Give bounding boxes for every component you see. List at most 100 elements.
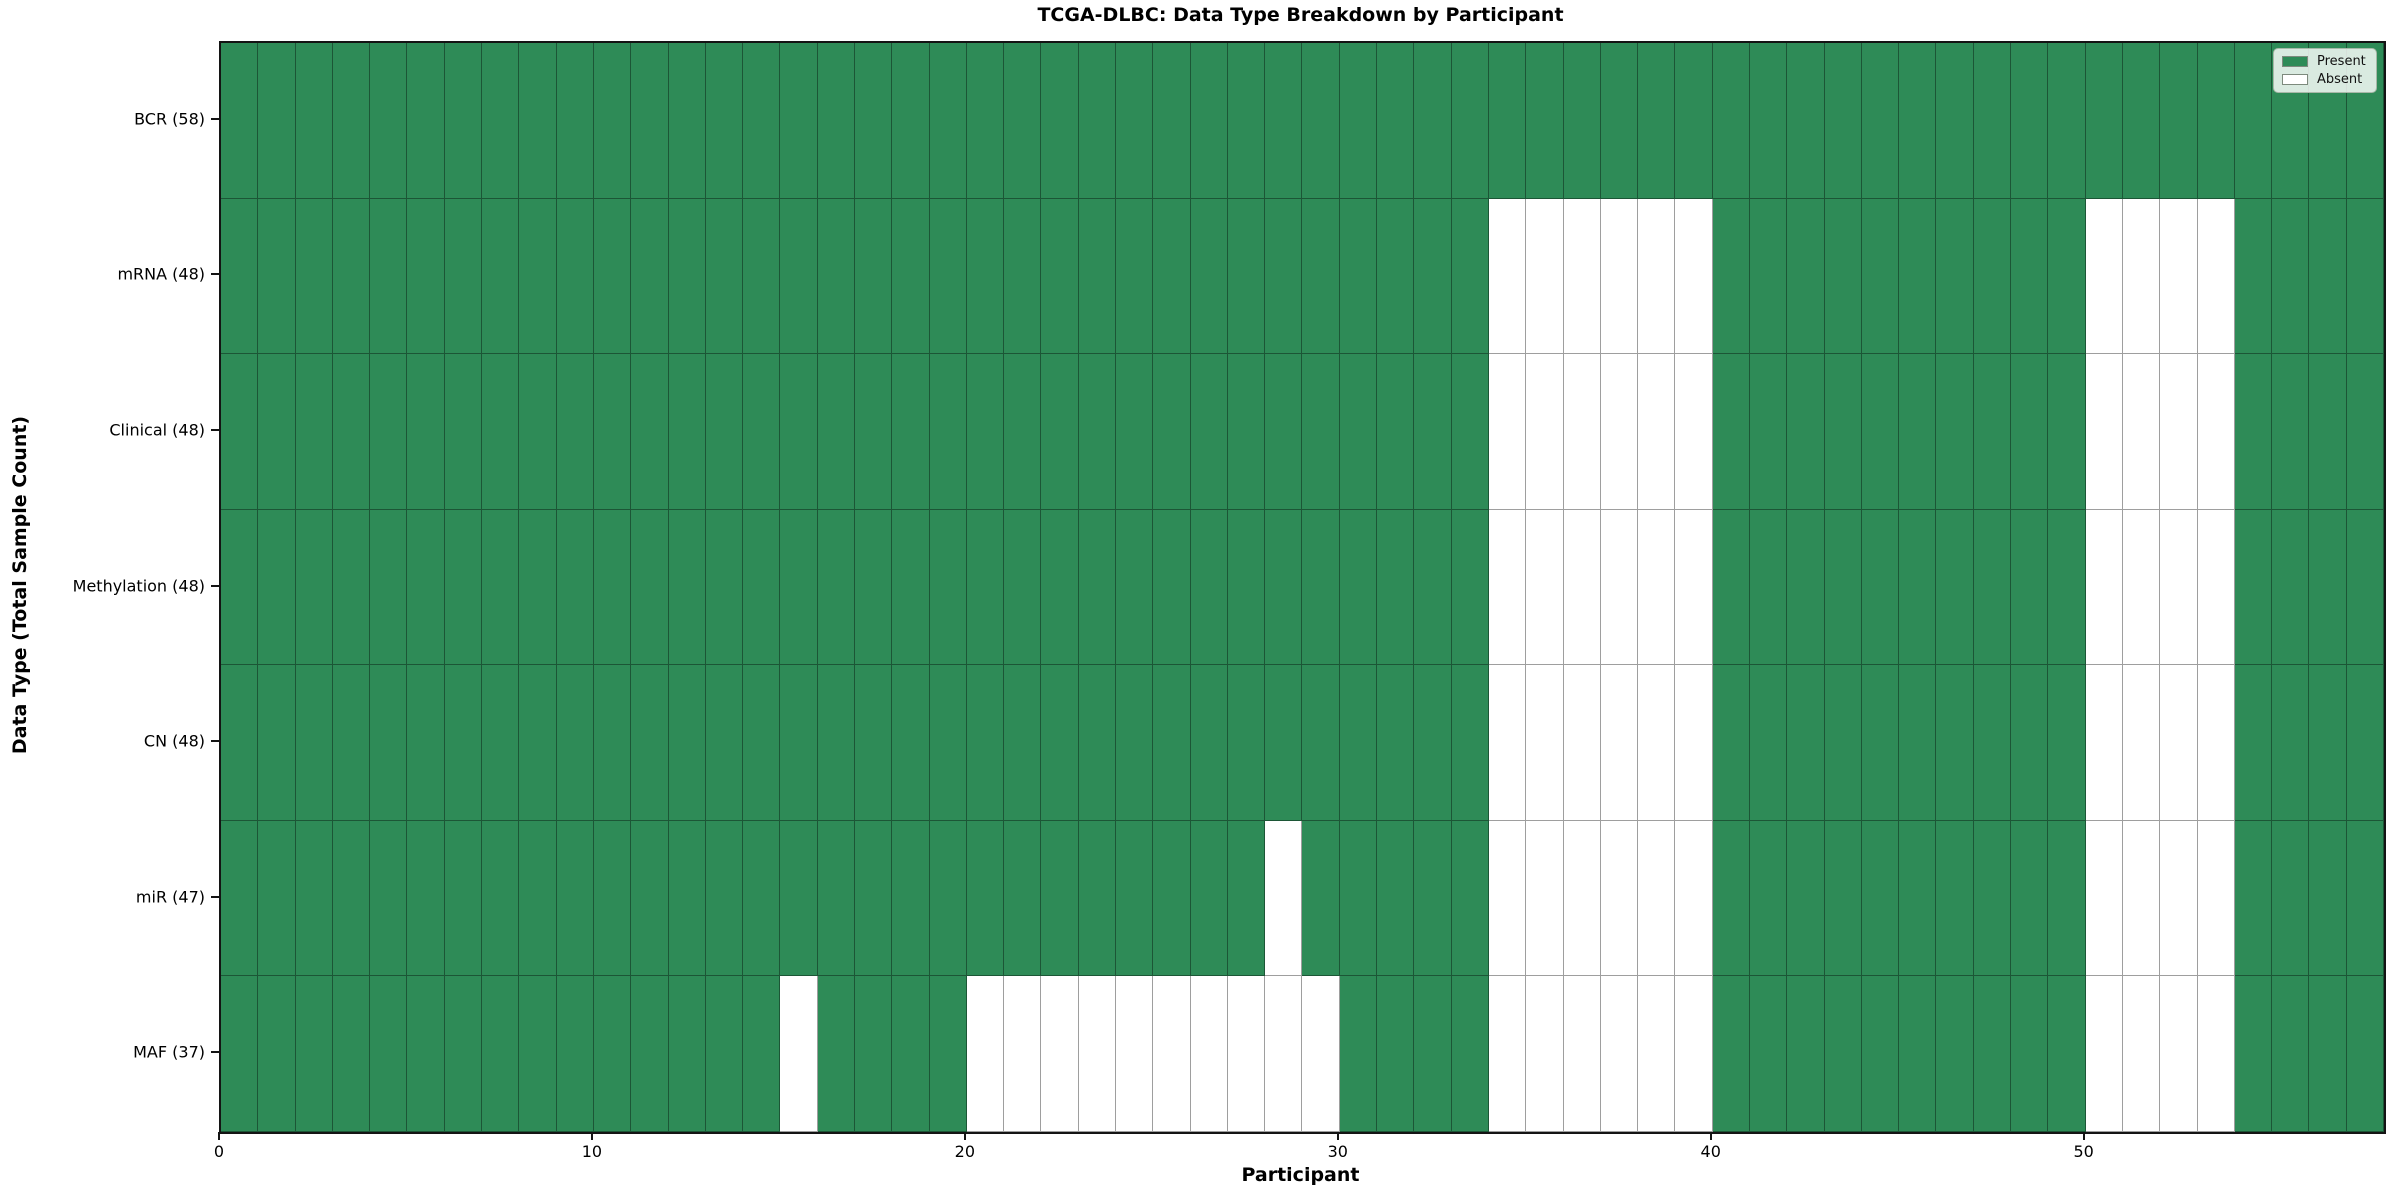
heatmap-cell <box>1638 665 1676 821</box>
x-axis-label: Participant <box>1241 1164 1360 1186</box>
heatmap-cell <box>1302 509 1340 666</box>
heatmap-plot-area <box>219 41 2386 1134</box>
heatmap-cell <box>1563 665 1601 821</box>
heatmap-cell <box>1227 43 1266 199</box>
heatmap-cell <box>2122 43 2161 199</box>
heatmap-cell <box>892 976 930 1132</box>
heatmap-cell <box>2085 820 2123 977</box>
heatmap-cell <box>2197 820 2235 977</box>
heatmap-cell <box>929 665 967 821</box>
heatmap-cell <box>593 198 632 355</box>
heatmap-cell <box>1488 820 1527 977</box>
heatmap-cell <box>1153 820 1191 977</box>
heatmap-cell <box>780 665 818 821</box>
heatmap-cell <box>1078 820 1117 977</box>
heatmap-cell <box>2234 198 2273 355</box>
heatmap-cell <box>258 43 296 199</box>
heatmap-cell <box>1488 509 1527 666</box>
heatmap-cell <box>1377 820 1415 977</box>
heatmap-cell <box>929 354 967 510</box>
heatmap-cell <box>2085 665 2123 821</box>
heatmap-cell <box>780 820 818 977</box>
heatmap-cell <box>1750 43 1788 199</box>
heatmap-cell <box>1899 198 1937 355</box>
heatmap-cell <box>1638 820 1676 977</box>
heatmap-cell <box>1600 820 1639 977</box>
heatmap-cell <box>407 820 445 977</box>
heatmap-cell <box>482 820 520 977</box>
heatmap-cell <box>407 976 445 1132</box>
heatmap-cell <box>1377 976 1415 1132</box>
heatmap-cell <box>1153 43 1191 199</box>
heatmap-cell <box>1600 509 1639 666</box>
heatmap-cell <box>1190 198 1228 355</box>
heatmap-cell <box>2346 354 2384 510</box>
heatmap-cell <box>482 198 520 355</box>
heatmap-cell <box>2011 976 2049 1132</box>
heatmap-cell <box>2346 665 2384 821</box>
heatmap-cell <box>2160 509 2198 666</box>
heatmap-cell <box>332 354 371 510</box>
heatmap-cell <box>1227 198 1266 355</box>
heatmap-cell <box>1526 198 1564 355</box>
heatmap-cell <box>1116 665 1154 821</box>
heatmap-cell <box>1973 198 2012 355</box>
heatmap-cell <box>1227 820 1266 977</box>
heatmap-cell <box>1824 354 1862 510</box>
legend: Present Absent <box>2273 48 2377 93</box>
heatmap-cell <box>519 820 557 977</box>
heatmap-cell <box>1638 354 1676 510</box>
heatmap-cell <box>2011 354 2049 510</box>
heatmap-cell <box>2122 820 2161 977</box>
x-tick-mark <box>590 1132 593 1140</box>
heatmap-cell <box>1563 509 1601 666</box>
heatmap-cell <box>1712 665 1751 821</box>
heatmap-cell <box>854 509 893 666</box>
heatmap-cell <box>1041 976 1079 1132</box>
y-tick-label: MAF (37) <box>133 1042 205 1062</box>
heatmap-cell <box>1899 43 1937 199</box>
heatmap-cell <box>743 354 781 510</box>
heatmap-cell <box>1190 354 1228 510</box>
heatmap-cell <box>1190 820 1228 977</box>
heatmap-cell <box>1563 820 1601 977</box>
heatmap-cell <box>1265 509 1303 666</box>
heatmap-cell <box>631 509 669 666</box>
heatmap-cell <box>519 198 557 355</box>
heatmap-cell <box>2309 509 2347 666</box>
heatmap-cell <box>2197 665 2235 821</box>
heatmap-cell <box>1078 354 1117 510</box>
heatmap-cell <box>929 43 967 199</box>
heatmap-cell <box>1451 198 1489 355</box>
heatmap-cell <box>1936 354 1974 510</box>
y-tick-mark <box>211 117 219 120</box>
heatmap-cell <box>332 665 371 821</box>
heatmap-cell <box>1414 665 1452 821</box>
heatmap-cell <box>1451 665 1489 821</box>
heatmap-cell <box>2085 354 2123 510</box>
heatmap-cell <box>2234 665 2273 821</box>
heatmap-cell <box>258 820 296 977</box>
heatmap-cell <box>1302 354 1340 510</box>
heatmap-cell <box>1488 976 1527 1132</box>
x-tick-mark <box>1336 1132 1339 1140</box>
heatmap-cell <box>705 820 744 977</box>
heatmap-cell <box>2197 198 2235 355</box>
heatmap-cell <box>631 820 669 977</box>
heatmap-cell <box>1973 820 2012 977</box>
heatmap-cell <box>780 43 818 199</box>
legend-item-absent: Absent <box>2282 73 2368 86</box>
heatmap-cell <box>593 665 632 821</box>
heatmap-cell <box>2160 820 2198 977</box>
heatmap-cell <box>2309 665 2347 821</box>
heatmap-cell <box>1414 354 1452 510</box>
heatmap-cell <box>668 43 706 199</box>
heatmap-cell <box>1339 665 1378 821</box>
heatmap-cell <box>1078 43 1117 199</box>
heatmap-cell <box>631 43 669 199</box>
heatmap-cell <box>705 198 744 355</box>
heatmap-cell <box>1675 820 1713 977</box>
heatmap-cell <box>1750 976 1788 1132</box>
heatmap-cell <box>2048 509 2086 666</box>
heatmap-cell <box>2122 354 2161 510</box>
